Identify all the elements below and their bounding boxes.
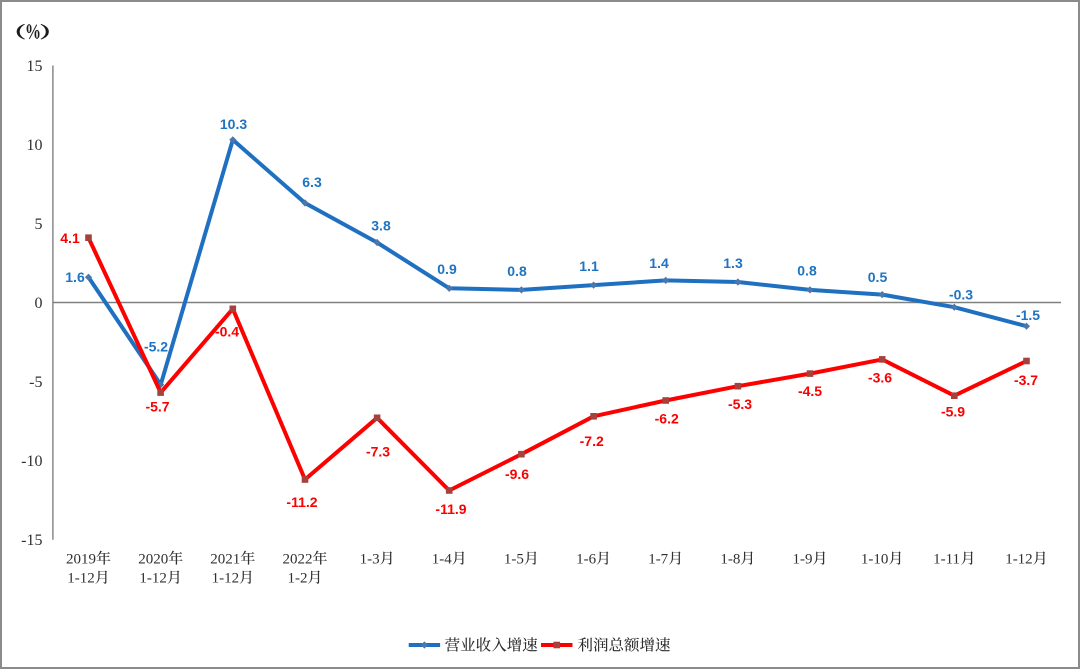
svg-text:2020: 2020 xyxy=(138,552,168,568)
svg-text:-9.6: -9.6 xyxy=(505,466,529,482)
svg-text:-5.2: -5.2 xyxy=(144,339,168,355)
svg-text:1-12: 1-12 xyxy=(67,571,95,587)
svg-text:1-8: 1-8 xyxy=(720,552,740,568)
svg-text:1.1: 1.1 xyxy=(579,258,599,274)
svg-text:1-9: 1-9 xyxy=(793,552,813,568)
svg-text:1-10: 1-10 xyxy=(861,552,889,568)
svg-text:-15: -15 xyxy=(21,532,42,549)
svg-text:10: 10 xyxy=(27,137,43,154)
svg-text:1-6: 1-6 xyxy=(576,552,596,568)
svg-text:-11.2: -11.2 xyxy=(286,494,317,510)
svg-text:3.8: 3.8 xyxy=(371,218,391,234)
svg-text:-10: -10 xyxy=(21,453,42,470)
svg-text:15: 15 xyxy=(27,58,43,75)
svg-text:-5.9: -5.9 xyxy=(941,404,965,420)
svg-text:0.8: 0.8 xyxy=(797,263,817,279)
svg-text:-4.5: -4.5 xyxy=(798,383,822,399)
svg-text:-3.7: -3.7 xyxy=(1014,372,1038,388)
svg-text:1-12: 1-12 xyxy=(212,571,240,587)
svg-text:1.3: 1.3 xyxy=(723,255,743,271)
svg-text:-6.2: -6.2 xyxy=(655,410,679,426)
svg-text:2019: 2019 xyxy=(66,552,96,568)
svg-text:0.5: 0.5 xyxy=(868,269,888,285)
svg-text:0.9: 0.9 xyxy=(437,261,457,277)
svg-text:4.1: 4.1 xyxy=(60,230,80,246)
svg-text:-5: -5 xyxy=(29,374,42,391)
svg-text:-3.6: -3.6 xyxy=(868,370,892,386)
svg-text:0.8: 0.8 xyxy=(507,263,527,279)
svg-text:-11.9: -11.9 xyxy=(435,501,466,517)
svg-text:1.6: 1.6 xyxy=(65,269,85,285)
svg-text:-7.2: -7.2 xyxy=(580,433,604,449)
svg-text:-7.3: -7.3 xyxy=(366,444,390,460)
svg-text:1-12: 1-12 xyxy=(139,571,167,587)
svg-text:1-7: 1-7 xyxy=(648,552,668,568)
svg-text:-5.3: -5.3 xyxy=(728,396,752,412)
svg-text:2022: 2022 xyxy=(283,552,313,568)
svg-text:1-5: 1-5 xyxy=(504,552,524,568)
svg-text:6.3: 6.3 xyxy=(302,174,322,190)
svg-text:1-12: 1-12 xyxy=(1005,552,1032,568)
svg-text:2021: 2021 xyxy=(210,552,240,568)
svg-text:1-2: 1-2 xyxy=(288,571,308,587)
svg-text:0: 0 xyxy=(35,295,43,312)
svg-text:-1.5: -1.5 xyxy=(1016,307,1040,323)
svg-text:10.3: 10.3 xyxy=(220,116,247,132)
svg-text:1.4: 1.4 xyxy=(649,255,669,271)
svg-text:1-3: 1-3 xyxy=(360,552,380,568)
svg-text:5: 5 xyxy=(35,216,43,233)
svg-text:-0.4: -0.4 xyxy=(215,324,239,340)
svg-text:1-4: 1-4 xyxy=(432,552,452,568)
svg-text:1-11: 1-11 xyxy=(933,552,960,568)
svg-text:-0.3: -0.3 xyxy=(949,287,973,303)
svg-text:-5.7: -5.7 xyxy=(145,399,169,415)
